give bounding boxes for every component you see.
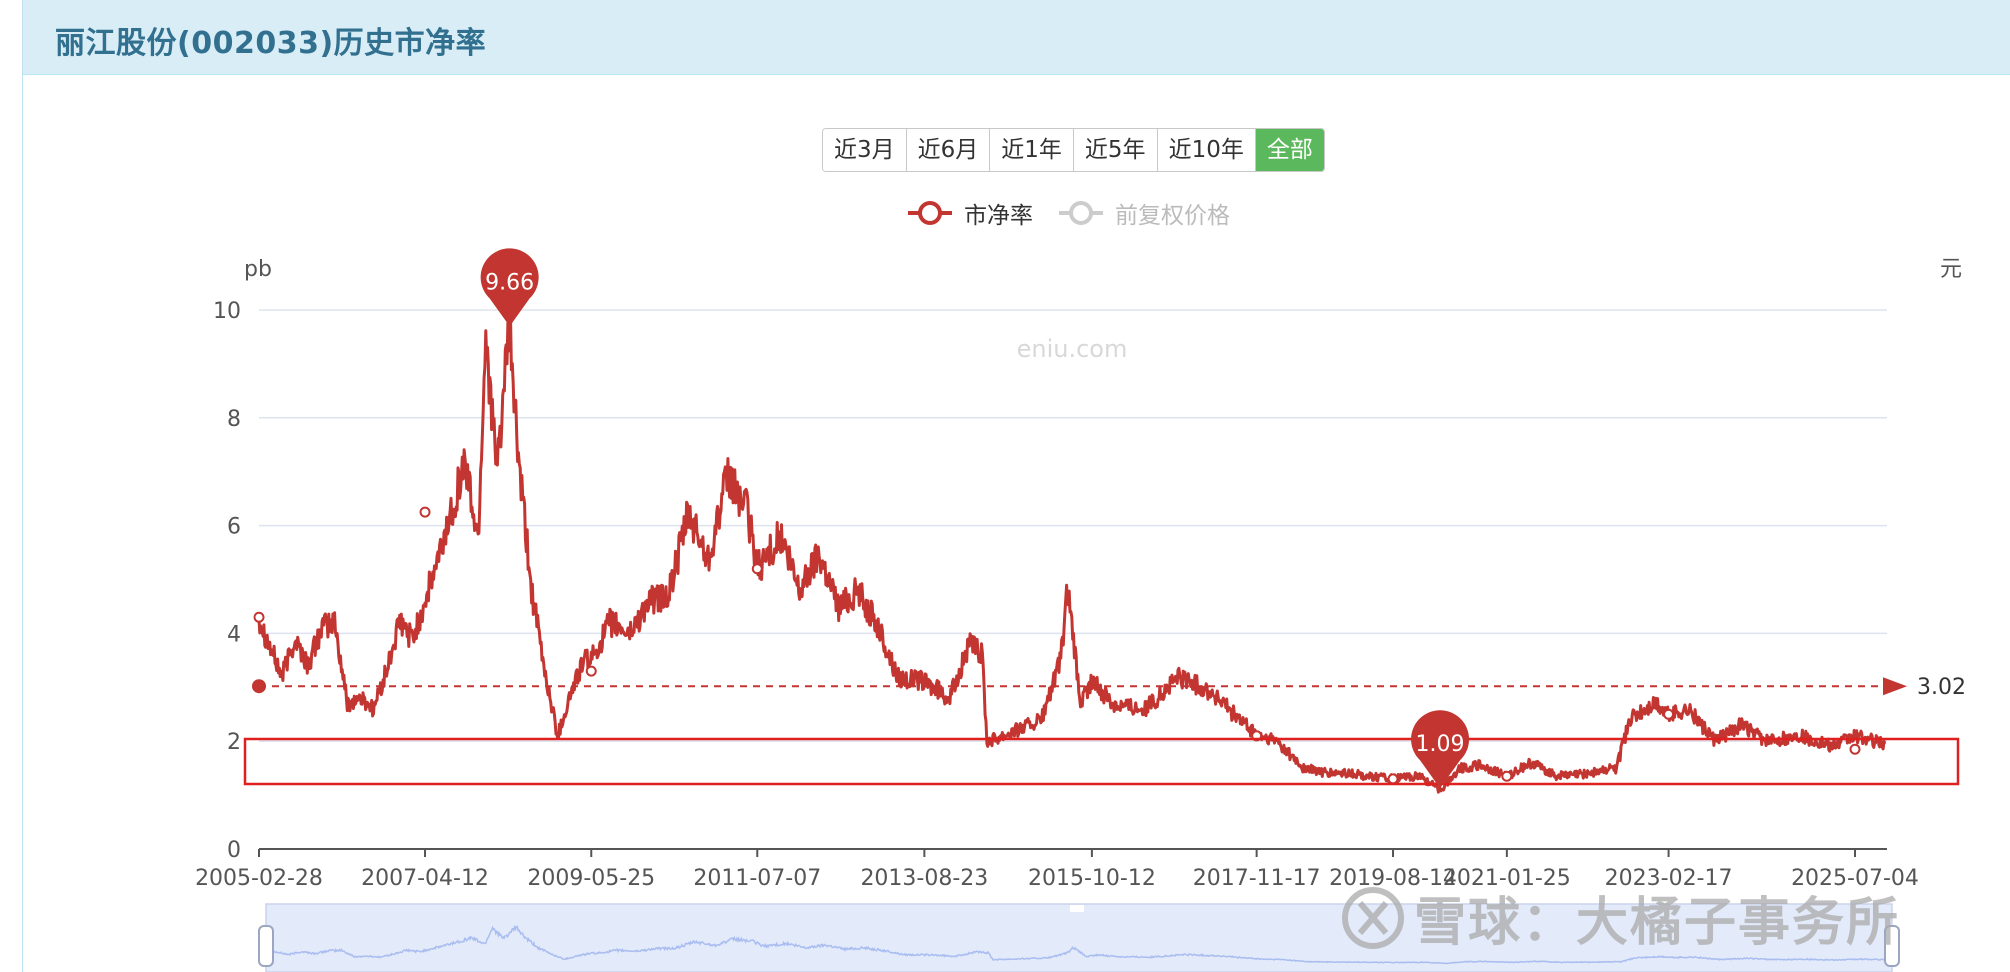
pb-series-line [257,313,1887,794]
eniu-watermark: eniu.com [1017,335,1128,363]
highlight-box [243,737,1960,786]
x-tick-label: 2023-02-17 [1605,866,1733,891]
reference-line-start-dot [252,679,266,694]
legend-item-price[interactable]: 前复权价格 [1057,196,1230,230]
pb-data-point [419,506,431,518]
x-tick-label: 2013-08-23 [860,866,988,891]
range-button-5y[interactable]: 近5年 [1073,129,1158,171]
x-tick-label: 2021-01-25 [1443,866,1571,891]
reference-line-arrow [1883,677,1907,696]
pb-data-point [751,563,763,575]
datazoom-preview-line [265,924,1891,965]
max-value-label: 9.66 [485,270,534,295]
range-button-all[interactable]: 全部 [1255,129,1324,171]
x-tick-label: 2007-04-12 [361,866,489,891]
reference-line-label: 3.02 [1917,675,1966,700]
pb-data-point [1387,773,1399,785]
y-tick-label: 0 [227,838,241,863]
page-title: 丽江股份(002033)历史市净率 [55,26,487,61]
xueqiu-watermark: 雪球：大橘子事务所 [1340,880,1900,955]
max-value-pin [480,248,539,327]
range-button-3m[interactable]: 近3月 [823,129,907,171]
y-axis-left-label: pb [244,257,272,282]
pb-data-point [585,665,597,677]
chart-legend: 市净率 前复权价格 [906,196,1254,230]
x-tick-label: 2019-08-14 [1329,866,1457,891]
y-axis-right-label: 元 [1940,257,1962,282]
panel-header: 丽江股份(002033)历史市净率 [23,0,2010,75]
watermark-text: 雪球：大橘子事务所 [1414,893,1901,953]
x-tick-label: 2005-02-28 [195,866,323,891]
y-tick-label: 2 [227,730,241,755]
y-tick-label: 4 [227,622,241,647]
y-tick-label: 6 [227,515,241,540]
legend-price-line-icon [1059,201,1103,225]
x-tick-label: 2025-07-04 [1791,866,1919,891]
min-value-label: 1.09 [1416,732,1465,757]
legend-price-label: 前复权价格 [1115,203,1230,229]
xueqiu-logo-icon [1342,886,1404,949]
legend-pb-label: 市净率 [964,203,1033,229]
legend-item-pb[interactable]: 市净率 [906,196,1033,230]
range-button-group: 近3月 近6月 近1年 近5年 近10年 全部 [822,128,1325,172]
x-tick-label: 2017-11-17 [1193,866,1321,891]
pb-data-point [253,611,265,623]
legend-pb-line-icon [908,201,952,225]
pb-data-point [1663,708,1675,720]
range-button-6m[interactable]: 近6月 [906,129,991,171]
x-tick-label: 2015-10-12 [1028,866,1156,891]
pb-data-point [1501,770,1513,782]
datazoom-drag-grip [1070,905,1084,912]
y-tick-label: 10 [213,299,241,324]
min-value-pin [1411,710,1470,789]
pb-data-point [1849,743,1861,755]
x-tick-label: 2009-05-25 [527,866,655,891]
x-tick-label: 2011-07-07 [693,866,821,891]
range-button-1y[interactable]: 近1年 [990,129,1074,171]
range-button-10y[interactable]: 近10年 [1157,129,1256,171]
y-tick-label: 8 [227,407,241,432]
datazoom-right-handle [1884,925,1900,967]
datazoom-left-handle [258,925,274,967]
